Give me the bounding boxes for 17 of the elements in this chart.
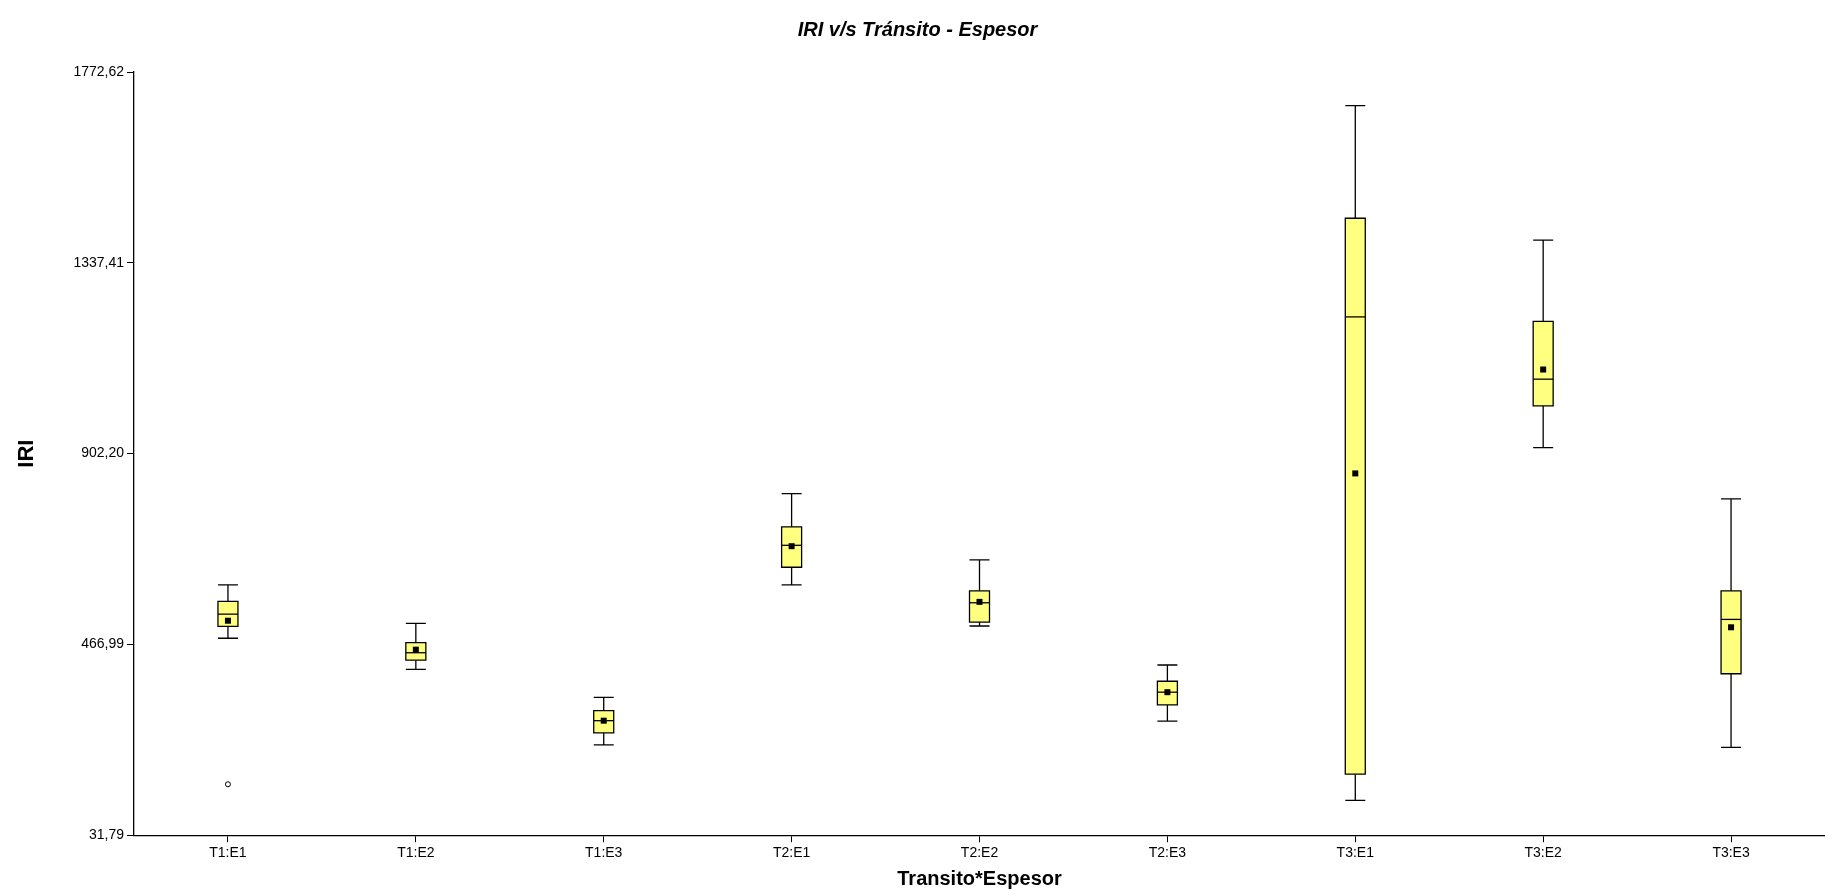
x-tick-label: T1:E3 (585, 844, 623, 861)
x-tick-label: T3:E2 (1524, 844, 1563, 861)
x-tick-label: T3:E3 (1712, 844, 1750, 861)
x-tick-label: T2:E1 (772, 844, 811, 861)
y-tick-label: 31,79 (88, 826, 125, 843)
chart-title: IRI v/s Tránsito - Espesor (797, 17, 1039, 40)
y-tick-label: 902,20 (81, 444, 125, 461)
y-tick-label: 1772,62 (73, 62, 125, 79)
x-axis-title: Transito*Espesor (897, 866, 1062, 889)
x-tick-label: T1:E1 (209, 844, 247, 861)
y-tick-label: 466,99 (81, 635, 125, 652)
x-tick-label: T2:E2 (960, 844, 999, 861)
x-tick-label: T3:E1 (1336, 844, 1375, 861)
x-tick-label: T1:E2 (397, 844, 435, 861)
y-tick-label: 1337,41 (73, 253, 125, 270)
y-axis-title: IRI (13, 439, 39, 468)
x-tick-label: T2:E3 (1148, 844, 1187, 861)
